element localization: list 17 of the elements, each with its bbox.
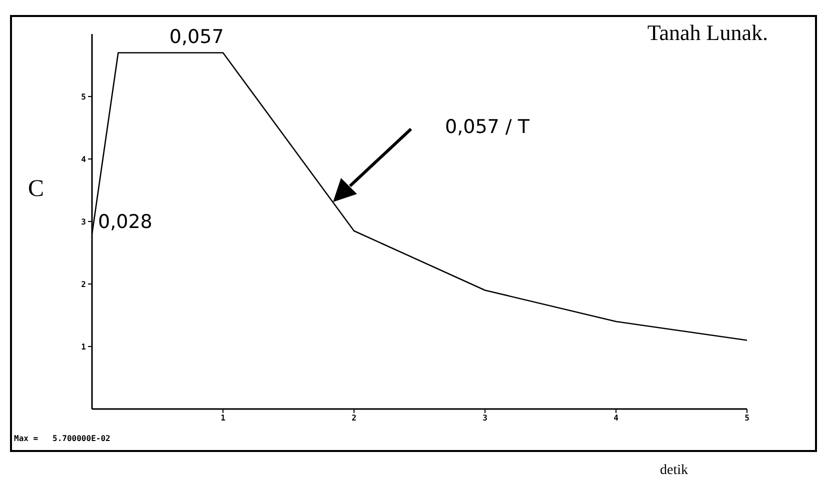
text: Max = 5.700000E-02 xyxy=(14,434,110,443)
x-tick-label: 4 xyxy=(614,414,619,423)
annotation: 0,028 xyxy=(98,211,152,234)
annotation: 0,057 / T xyxy=(445,116,530,138)
x-tick-label: 1 xyxy=(220,414,226,423)
x-axis-title: detik xyxy=(660,463,688,479)
chart-title: Tanah Lunak. xyxy=(647,20,768,46)
annotation: 0,057 xyxy=(169,26,224,48)
y-tick-label: 5 xyxy=(81,92,86,102)
y-axis-title: C xyxy=(28,176,44,203)
y-tick-label: 4 xyxy=(81,154,86,164)
x-tick-label: 2 xyxy=(352,414,357,423)
y-tick-label: 2 xyxy=(81,280,86,289)
y-tick-label: 3 xyxy=(81,217,86,226)
x-tick-label: 5 xyxy=(744,414,750,423)
x-tick-label: 3 xyxy=(482,414,488,423)
y-tick-label: 1 xyxy=(81,342,86,352)
